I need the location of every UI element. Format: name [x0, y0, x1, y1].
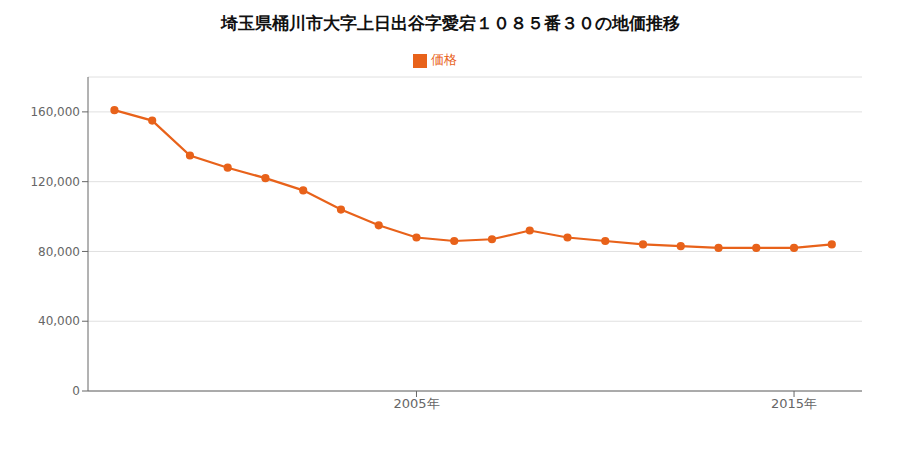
html-text:価格: 価格 — [431, 52, 457, 67]
html-text:埼玉県桶川市大字上日出谷字愛宕１０８５番３０の地価推移: 埼玉県桶川市大字上日出谷字愛宕１０８５番３０の地価推移 — [220, 13, 680, 33]
svg-text:160,000: 160,000 — [30, 105, 80, 119]
svg-text:120,000: 120,000 — [30, 175, 80, 189]
svg-text:80,000: 80,000 — [38, 245, 80, 259]
svg-text:40,000: 40,000 — [38, 314, 80, 328]
svg-text:0: 0 — [72, 384, 80, 398]
svg-text:2015年: 2015年 — [771, 396, 817, 411]
svg-text:2005年: 2005年 — [393, 396, 439, 411]
